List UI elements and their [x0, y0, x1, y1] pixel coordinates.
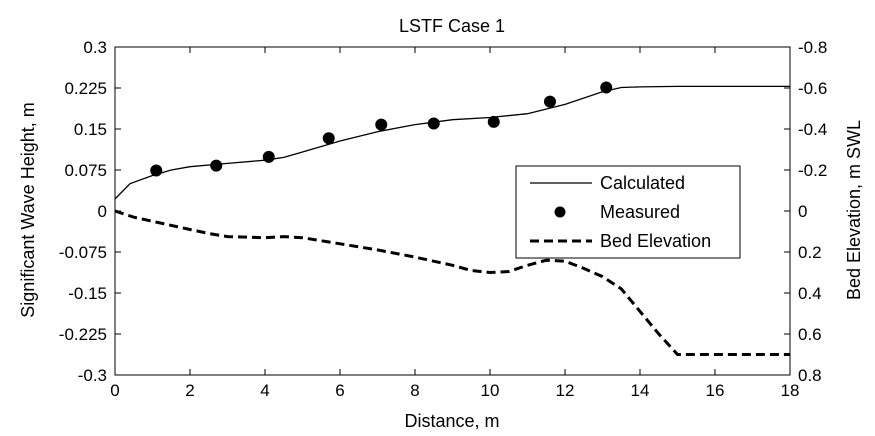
y-right-tick-label: 0.4: [798, 284, 822, 303]
y-right-tick-label: -0.6: [798, 79, 827, 98]
x-tick-label: 18: [781, 381, 800, 400]
plot-area: 0 2 4 6 8 10 12 14 16 18 0.3 0.225 0.15 0.075 0 -0.075 -…: [59, 38, 828, 400]
y-right-tick-label: -0.8: [798, 38, 827, 57]
legend-box: [515, 165, 741, 259]
measured-point: [322, 132, 335, 145]
measured-point: [150, 164, 163, 177]
x-tick-label: 10: [481, 381, 500, 400]
x-tick-label: 0: [110, 381, 119, 400]
y-left-tick-label: -0.075: [59, 243, 107, 262]
y-left-tick-label: -0.15: [68, 284, 107, 303]
measured-point: [262, 150, 275, 163]
y-right-tick-label: -0.4: [798, 120, 827, 139]
x-tick-label: 2: [185, 381, 194, 400]
y-right-tick-label: 0.8: [798, 366, 822, 385]
chart-title: LSTF Case 1: [399, 16, 505, 36]
y-axis-left-label: Significant Wave Height, m: [18, 102, 38, 317]
x-tick-label: 14: [631, 381, 650, 400]
x-tick-label: 4: [260, 381, 269, 400]
legend-label-measured: Measured: [600, 202, 680, 222]
x-tick-label: 6: [335, 381, 344, 400]
y-right-tick-label: 0.6: [798, 325, 822, 344]
calculated-line: [114, 85, 790, 200]
measured-point: [487, 115, 500, 128]
y-left-tick-label: 0.075: [64, 161, 107, 180]
legend-label-calculated: Calculated: [600, 173, 685, 193]
y-right-tick-label: 0.2: [798, 243, 822, 262]
y-left-tick-label: -0.225: [59, 325, 107, 344]
measured-point: [210, 159, 223, 172]
y-left-tick-label: 0.3: [83, 38, 107, 57]
y-axis-right-label: Bed Elevation, m SWL: [844, 120, 864, 300]
y-left-tick-label: 0.225: [64, 79, 107, 98]
y-right-tick-label: 0: [798, 202, 807, 221]
x-axis-label: Distance, m: [404, 411, 499, 431]
legend-label-bed-elevation: Bed Elevation: [600, 231, 711, 251]
legend-marker-measured: [554, 206, 566, 218]
y-left-tick-label: 0: [98, 202, 107, 221]
measured-point: [544, 95, 556, 108]
x-tick-label: 12: [556, 381, 575, 400]
y-left-tick-label: 0.15: [74, 120, 107, 139]
x-tick-label: 16: [706, 381, 725, 400]
y-right-tick-label: -0.2: [798, 161, 827, 180]
x-tick-label: 8: [410, 381, 419, 400]
bed-elevation-line: [114, 209, 790, 356]
measured-point: [427, 117, 440, 130]
measured-point: [375, 118, 388, 131]
y-left-tick-label: -0.3: [78, 366, 107, 385]
measured-point: [600, 81, 613, 94]
